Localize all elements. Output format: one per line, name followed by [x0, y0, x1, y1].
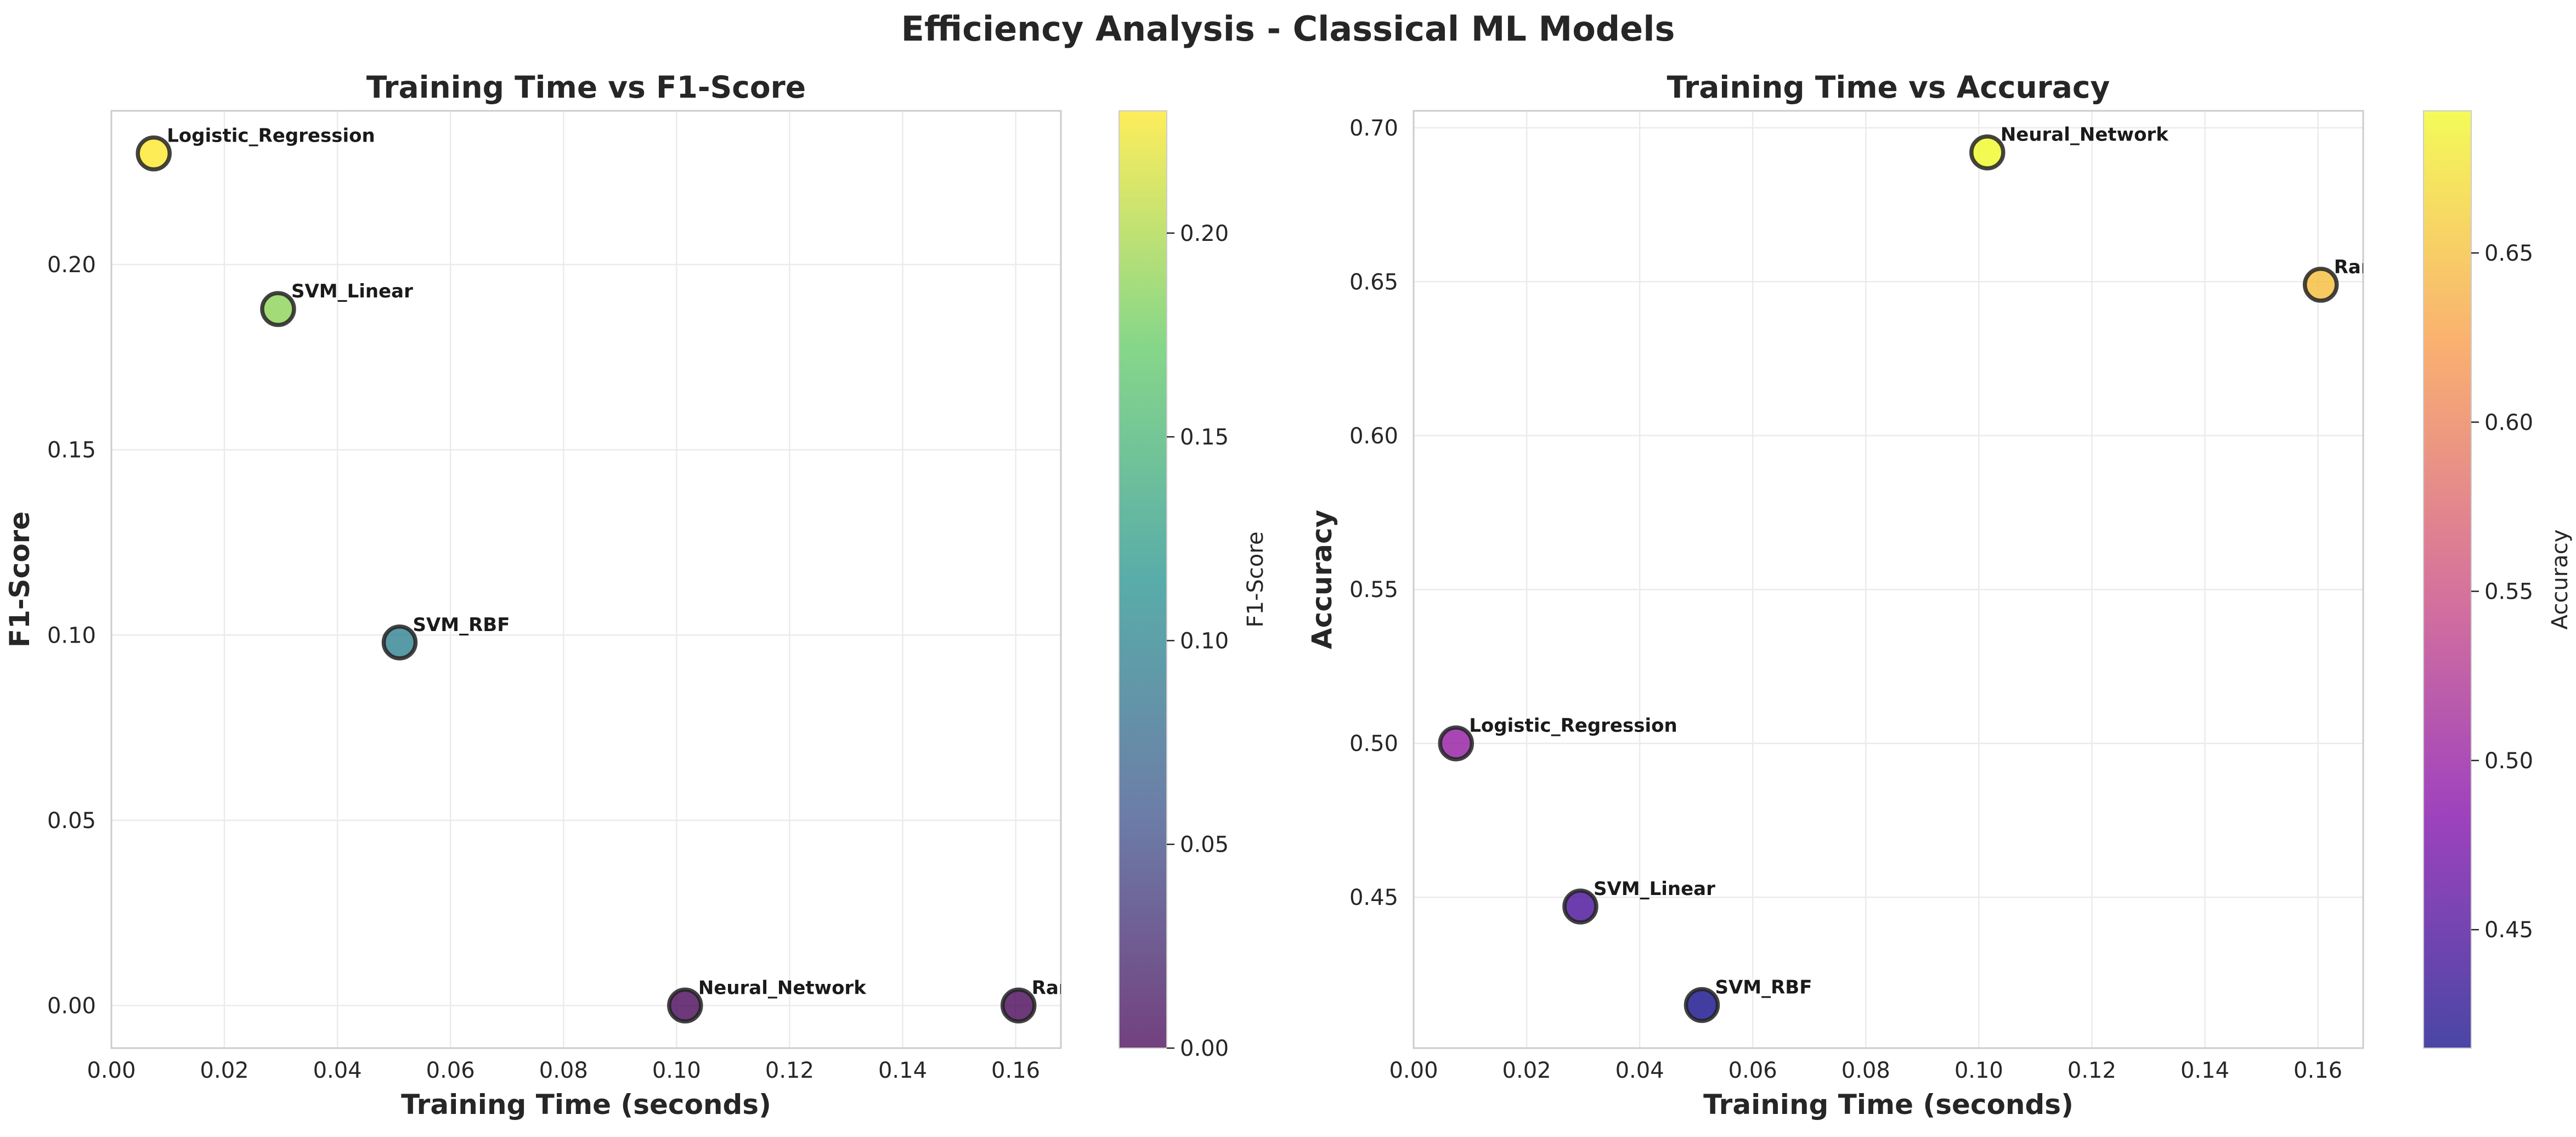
x-tick-label: 0.12 [765, 1058, 814, 1083]
x-tick-label: 0.06 [1728, 1058, 1777, 1083]
plot-frame [110, 110, 1062, 1049]
data-point-label: Random_Forest [2334, 256, 2496, 278]
data-point [1000, 987, 1037, 1024]
colorbar-tick-label: 0.20 [1180, 221, 1229, 246]
x-tick-label: 0.04 [313, 1058, 362, 1083]
y-tick-label: 0.60 [1349, 424, 1398, 449]
data-point [260, 291, 296, 327]
colorbar-tick-label: 0.00 [1180, 1036, 1229, 1061]
y-axis-label: Accuracy [1306, 510, 1338, 649]
data-point [1562, 888, 1598, 925]
data-point-label: Neural_Network [698, 977, 867, 999]
x-tick-label: 0.10 [1954, 1058, 2003, 1083]
colorbar-tick-label: 0.05 [1180, 832, 1229, 858]
x-tick-label: 0.12 [2067, 1058, 2116, 1083]
chart-title: Training Time vs F1-Score [366, 70, 806, 105]
plot-area [1414, 111, 2363, 1048]
chart-accuracy: Training Time vs Accuracy 0.00 0.02 0.04 0.0… [1306, 70, 2573, 1121]
x-tick-label: 0.08 [539, 1058, 588, 1083]
plot-area [111, 111, 1061, 1048]
colorbar-tick-label: 0.55 [2484, 579, 2533, 605]
x-tick-label: 0.16 [991, 1058, 1040, 1083]
data-point [2302, 267, 2339, 303]
x-tick-label: 0.04 [1615, 1058, 1664, 1083]
colorbar-tick-label: 0.15 [1180, 425, 1229, 450]
x-tick-label: 0.14 [878, 1058, 927, 1083]
data-point [667, 987, 703, 1024]
data-point-label: SVM_RBF [1715, 976, 1812, 998]
plot-frame [1413, 110, 2364, 1049]
x-tick-label: 0.06 [426, 1058, 475, 1083]
data-point-label: SVM_Linear [1594, 878, 1715, 900]
colorbar-tick-label: 0.10 [1180, 628, 1229, 654]
colorbar-tick-label: 0.65 [2484, 241, 2533, 266]
x-tick-label: 0.00 [87, 1058, 135, 1083]
y-tick-label: 0.05 [47, 808, 96, 834]
x-tick-label: 0.08 [1841, 1058, 1890, 1083]
data-point [1684, 987, 1720, 1023]
colorbar [1118, 110, 1167, 1049]
x-tick-label: 0.02 [1502, 1058, 1551, 1083]
y-tick-label: 0.70 [1349, 116, 1398, 141]
y-tick-label: 0.65 [1349, 269, 1398, 295]
data-point [381, 624, 418, 661]
y-tick-label: 0.50 [1349, 731, 1398, 757]
data-point-label: SVM_RBF [413, 614, 510, 636]
data-point-label: Logistic_Regression [1469, 715, 1677, 737]
colorbar-label: F1-Score [1243, 532, 1268, 628]
data-point-label: SVM_Linear [291, 280, 413, 302]
y-axis-label: F1-Score [4, 511, 36, 648]
data-point [1438, 725, 1475, 762]
data-point-label: Random_Forest [1032, 977, 1194, 999]
data-point-label: Logistic_Regression [167, 125, 375, 147]
x-tick-label: 0.16 [2293, 1058, 2342, 1083]
colorbar-label: Accuracy [2547, 530, 2573, 630]
x-tick-label: 0.14 [2180, 1058, 2229, 1083]
x-tick-label: 0.02 [200, 1058, 249, 1083]
x-axis-label: Training Time (seconds) [1703, 1089, 2074, 1121]
data-point-label: Neural_Network [2001, 124, 2169, 146]
y-tick-label: 0.10 [47, 623, 96, 648]
y-tick-label: 0.20 [47, 252, 96, 278]
y-tick-label: 0.00 [47, 993, 96, 1018]
x-tick-label: 0.00 [1389, 1058, 1438, 1083]
colorbar [2423, 110, 2472, 1049]
x-axis-label: Training Time (seconds) [401, 1089, 771, 1121]
colorbar-tick-label: 0.50 [2484, 748, 2533, 774]
x-tick-label: 0.10 [652, 1058, 701, 1083]
colorbar-tick-label: 0.45 [2484, 918, 2533, 943]
y-tick-label: 0.15 [47, 438, 96, 463]
colorbar-tick-label: 0.60 [2484, 410, 2533, 435]
y-tick-label: 0.45 [1349, 885, 1398, 910]
chart-f1-score: Training Time vs F1-Score 0.00 0.02 0.04 0.0… [4, 70, 1268, 1121]
chart-title: Training Time vs Accuracy [1667, 70, 2110, 105]
data-point [1969, 134, 2006, 171]
data-point [135, 135, 172, 172]
y-tick-label: 0.55 [1349, 577, 1398, 603]
figure-title: Efficiency Analysis - Classical ML Model… [901, 9, 1675, 49]
